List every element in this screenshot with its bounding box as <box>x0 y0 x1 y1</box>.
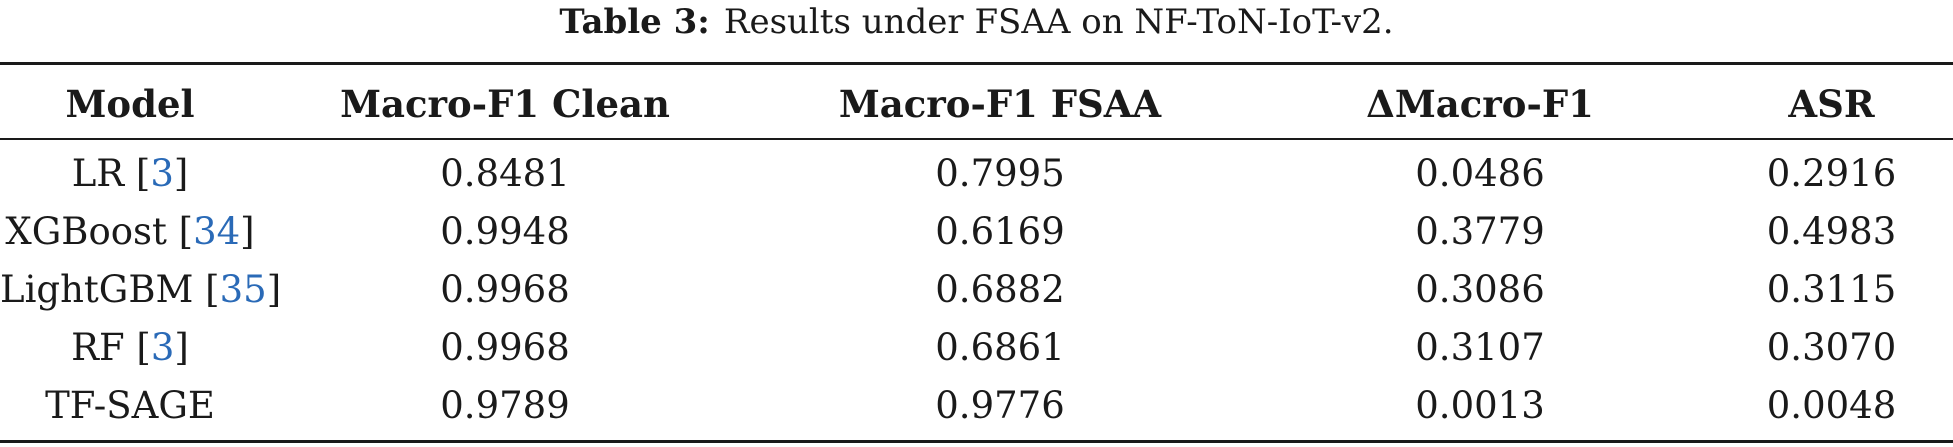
model-cell: TF-SAGE <box>0 376 260 434</box>
delta-macro-f1-cell: 0.0486 <box>1415 151 1545 195</box>
bottom-rule <box>0 440 1953 443</box>
model-name: XGBoost <box>5 209 167 253</box>
model-cell: LR [3] <box>71 151 189 195</box>
header-macro-f1-clean: Macro-F1 Clean <box>340 82 670 126</box>
table-row: LightGBM [35] 0.9968 0.6882 0.3086 0.311… <box>0 260 1953 318</box>
macro-f1-clean-cell: 0.9968 <box>440 267 570 311</box>
asr-cell: 0.2916 <box>1766 151 1897 195</box>
delta-macro-f1-cell: 0.0013 <box>1415 383 1545 427</box>
header-rule <box>0 138 1953 140</box>
citation-link[interactable]: 3 <box>150 151 174 195</box>
model-name: TF-SAGE <box>45 383 215 427</box>
table-row: XGBoost [34] 0.9948 0.6169 0.3779 0.4983 <box>0 202 1953 260</box>
model-name: RF <box>71 325 125 369</box>
macro-f1-fsaa-cell: 0.6882 <box>935 267 1065 311</box>
table-row: LR [3] 0.8481 0.7995 0.0486 0.2916 <box>0 132 1953 202</box>
asr-cell: 0.0048 <box>1766 383 1897 427</box>
model-cell: LightGBM [35] <box>0 267 282 311</box>
table-caption: Table 3: Results under FSAA on NF-ToN-IoT… <box>0 2 1953 42</box>
header-macro-f1-fsaa: Macro-F1 FSAA <box>838 82 1162 126</box>
asr-cell: 0.3115 <box>1766 267 1897 311</box>
macro-f1-clean-cell: 0.9968 <box>440 325 570 369</box>
citation-link[interactable]: 34 <box>193 209 241 253</box>
asr-cell: 0.3070 <box>1766 325 1897 369</box>
delta-macro-f1-cell: 0.3107 <box>1415 325 1545 369</box>
top-rule <box>0 62 1953 65</box>
delta-macro-f1-cell: 0.3779 <box>1415 209 1545 253</box>
citation-link[interactable]: 3 <box>150 325 175 369</box>
citation-link[interactable]: 35 <box>219 267 267 311</box>
model-name: LightGBM <box>0 267 194 311</box>
macro-f1-clean-cell: 0.8481 <box>440 151 570 195</box>
header-model: Model <box>65 82 195 126</box>
header-row: Model Macro-F1 Clean Macro-F1 FSAA ΔMacr… <box>0 76 1953 132</box>
macro-f1-clean-cell: 0.9948 <box>440 209 570 253</box>
model-cell: RF [3] <box>71 325 189 369</box>
header-delta-macro-f1: ΔMacro-F1 <box>1366 82 1594 126</box>
macro-f1-fsaa-cell: 0.7995 <box>935 151 1065 195</box>
table-row: RF [3] 0.9968 0.6861 0.3107 0.3070 <box>0 318 1953 376</box>
model-cell: XGBoost [34] <box>5 209 255 253</box>
results-table: Model Macro-F1 Clean Macro-F1 FSAA ΔMacr… <box>0 76 1953 434</box>
macro-f1-fsaa-cell: 0.9776 <box>935 383 1065 427</box>
model-name: LR <box>71 151 125 195</box>
macro-f1-clean-cell: 0.9789 <box>440 383 570 427</box>
macro-f1-fsaa-cell: 0.6861 <box>935 325 1065 369</box>
table-row: TF-SAGE 0.9789 0.9776 0.0013 0.0048 <box>0 376 1953 434</box>
header-asr: ASR <box>1788 82 1875 126</box>
caption-text: Results under FSAA on NF-ToN-IoT-v2. <box>723 2 1394 42</box>
macro-f1-fsaa-cell: 0.6169 <box>935 209 1065 253</box>
caption-label: Table 3: <box>559 2 710 42</box>
asr-cell: 0.4983 <box>1766 209 1897 253</box>
delta-macro-f1-cell: 0.3086 <box>1415 267 1545 311</box>
